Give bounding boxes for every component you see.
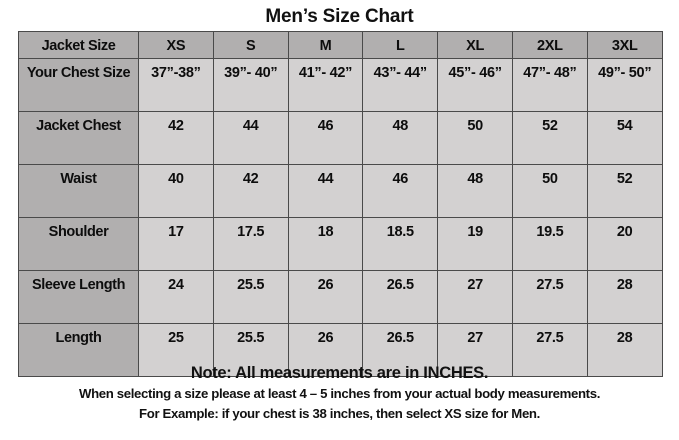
table-cell: 46 [362,164,439,218]
table-cell: 47”- 48” [511,58,588,112]
column-header-s: S [212,31,289,59]
table-cell: 26 [287,270,364,324]
column-header-l: L [362,31,439,59]
table-cell: 50 [511,164,588,218]
table-cell: 18 [287,217,364,271]
sizing-example-line: For Example: if your chest is 38 inches,… [139,406,540,421]
column-header-xs: XS [138,31,214,59]
table-row: Sleeve Length 24 25.5 26 26.5 27 27.5 28 [18,270,663,324]
table-cell: 26.5 [362,270,439,324]
table-cell: 27.5 [511,323,588,377]
table-cell: 42 [212,164,289,218]
table-cell: 18.5 [362,217,439,271]
table-cell: 49”- 50” [586,58,663,112]
table-cell: 48 [437,164,513,218]
table-row: Length 25 25.5 26 26.5 27 27.5 28 [18,323,663,377]
table-cell: 39”- 40” [212,58,289,112]
table-cell: 27 [437,323,513,377]
table-cell: 40 [138,164,214,218]
row-label-jacket-chest: Jacket Chest [18,111,139,165]
table-cell: 48 [362,111,439,165]
sizing-guidance-line: When selecting a size please at least 4 … [78,386,601,401]
table-cell: 50 [437,111,513,165]
table-cell: 28 [586,323,663,377]
column-header-2xl: 2XL [511,31,588,59]
page-title: Men’s Size Chart [265,6,414,27]
row-label-sleeve-length: Sleeve Length [18,270,139,324]
row-label-length: Length [18,323,139,377]
table-cell: 17.5 [212,217,289,271]
row-label-shoulder: Shoulder [18,217,139,271]
table-cell: 20 [586,217,663,271]
footer-note: Note: All measurements are in INCHES. Wh… [0,362,679,424]
table-cell: 17 [138,217,214,271]
table-cell: 43”- 44” [362,58,439,112]
table-cell: 44 [212,111,289,165]
table-cell: 37”-38” [138,58,214,112]
table-row: Jacket Chest 42 44 46 48 50 52 54 [18,111,663,165]
row-label-your-chest-size: Your Chest Size [18,58,139,112]
table-cell: 42 [138,111,214,165]
measurements-note: Note: All measurements are in INCHES. [190,364,489,382]
table-cell: 46 [287,111,364,165]
column-header-3xl: 3XL [586,31,663,59]
table-cell: 44 [287,164,364,218]
table-cell: 24 [138,270,214,324]
table-cell: 52 [586,164,663,218]
table-cell: 28 [586,270,663,324]
table-cell: 27.5 [511,270,588,324]
table-cell: 25.5 [212,270,289,324]
size-chart-table-container: Jacket Size XS S M L XL 2XL 3XL Your Chest Size 3… [18,31,663,377]
column-header-m: M [287,31,364,59]
table-cell: 52 [511,111,588,165]
row-label-waist: Waist [18,164,139,218]
table-row: Waist 40 42 44 46 48 50 52 [18,164,663,218]
table-cell: 25.5 [212,323,289,377]
table-row: Your Chest Size 37”-38” 39”- 40” 41”- 42” 43… [18,58,663,112]
column-header-jacket-size: Jacket Size [18,31,139,59]
table-cell: 19 [437,217,513,271]
table-cell: 19.5 [511,217,588,271]
table-cell: 27 [437,270,513,324]
size-chart-table: Jacket Size XS S M L XL 2XL 3XL Your Chest Size 3… [18,31,663,377]
table-cell: 26.5 [362,323,439,377]
table-cell: 41”- 42” [287,58,364,112]
table-cell: 45”- 46” [437,58,513,112]
table-header-row: Jacket Size XS S M L XL 2XL 3XL [18,31,663,59]
table-row: Shoulder 17 17.5 18 18.5 19 19.5 20 [18,217,663,271]
table-cell: 54 [586,111,663,165]
column-header-xl: XL [437,31,513,59]
